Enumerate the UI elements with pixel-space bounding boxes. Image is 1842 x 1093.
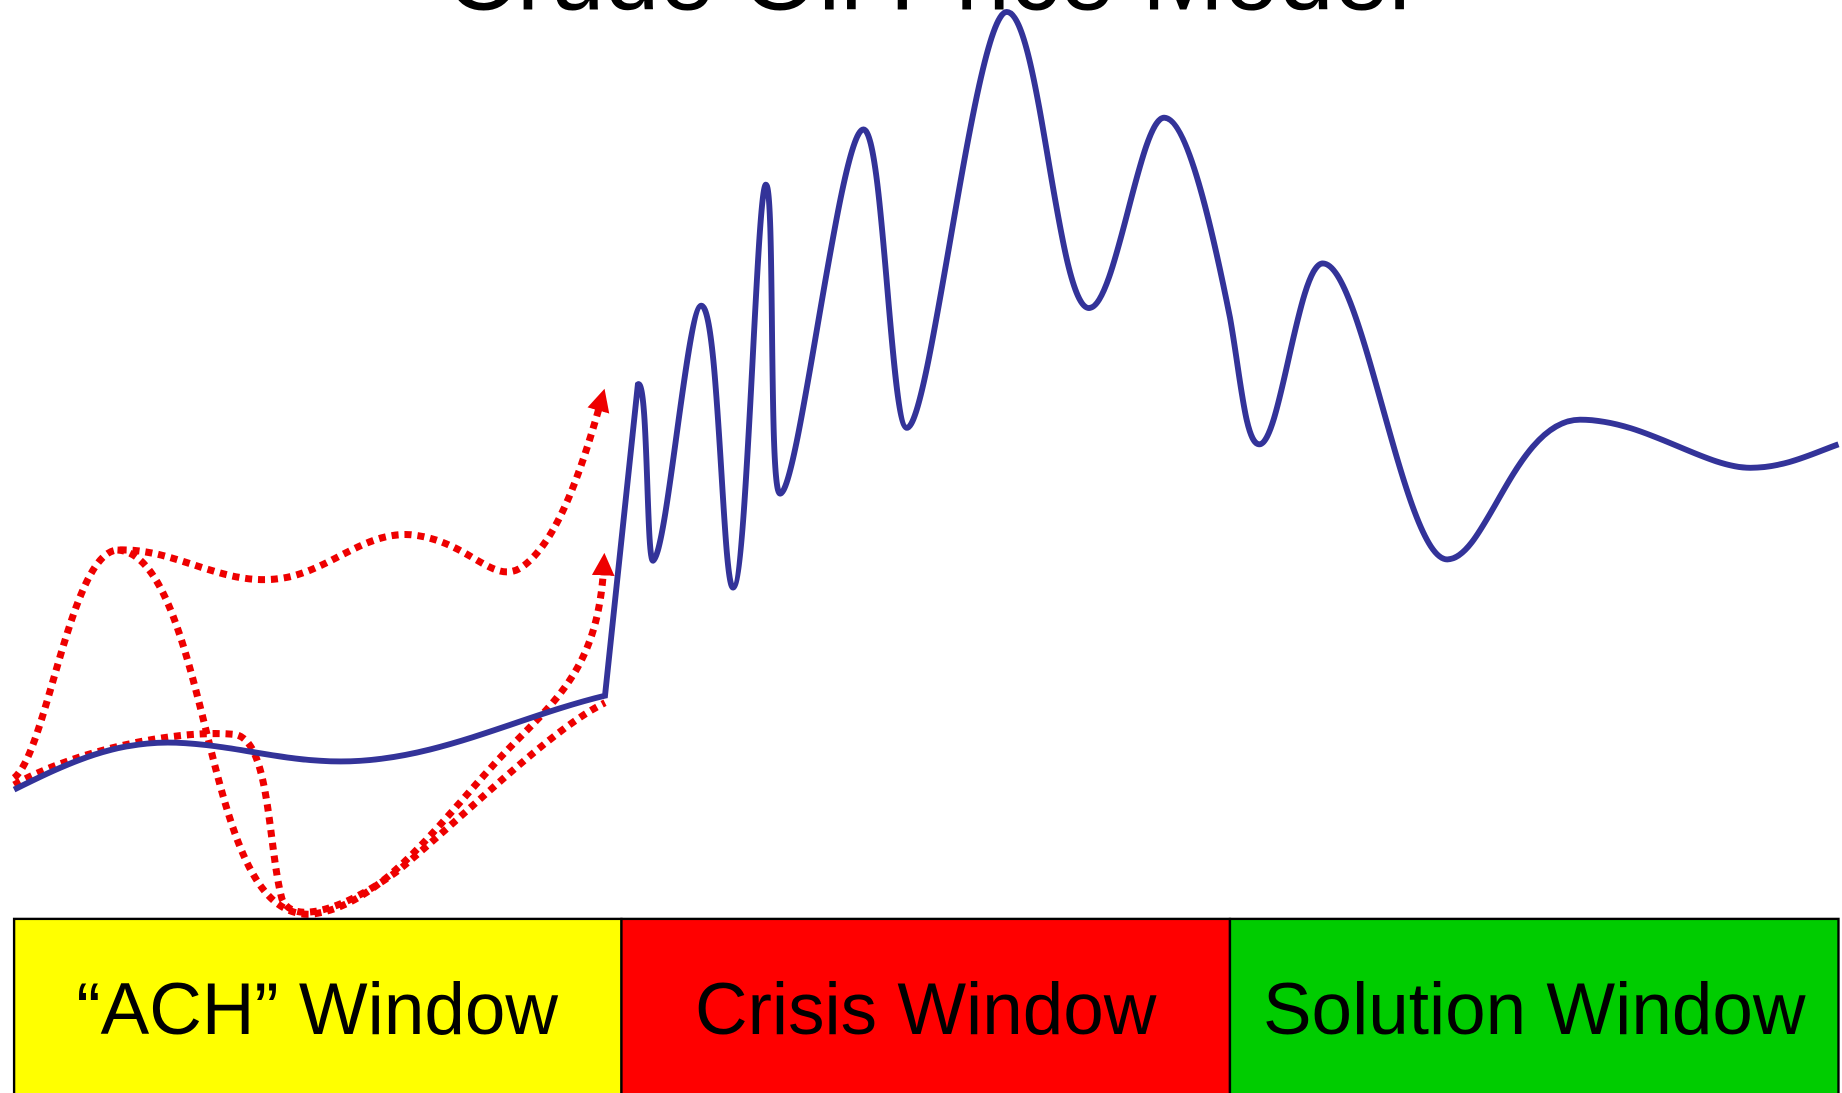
dotted-path (11, 388, 610, 781)
dotted-path (12, 699, 607, 916)
price-line (12, 9, 1840, 793)
dotted-path (116, 546, 615, 918)
solution-window (1228, 917, 1840, 1093)
title: Crude Oil Price Model (446, 0, 1411, 31)
window-label: “ACH” Window (76, 969, 558, 1050)
window-label: Solution Window (1263, 969, 1806, 1050)
window-label: Crisis Window (695, 969, 1157, 1050)
crisis-window (620, 917, 1232, 1093)
speculation-lines (11, 388, 615, 918)
